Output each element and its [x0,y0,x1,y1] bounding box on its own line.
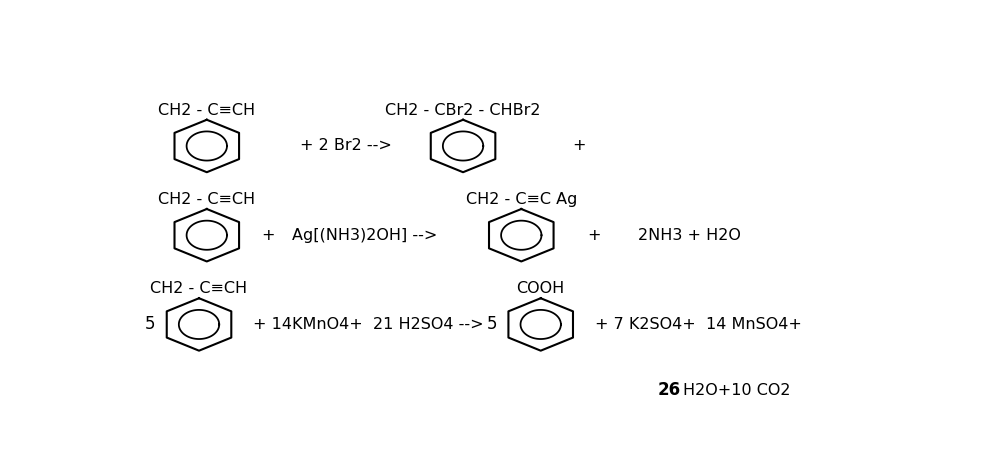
Text: 5: 5 [145,315,155,333]
Text: 5: 5 [487,315,497,333]
Text: +: + [587,228,601,243]
Text: +: + [572,139,585,154]
Text: + 2 Br2 -->: + 2 Br2 --> [300,139,392,154]
Text: + 7 K2SO4+  14 MnSO4+: + 7 K2SO4+ 14 MnSO4+ [595,317,802,332]
Text: CH2 - CBr2 - CHBr2: CH2 - CBr2 - CHBr2 [386,103,541,118]
Text: CH2 - C≡CH: CH2 - C≡CH [150,281,247,297]
Text: Ag[(NH3)2OH] -->: Ag[(NH3)2OH] --> [293,228,438,243]
Text: CH2 - C≡CH: CH2 - C≡CH [158,192,256,207]
Text: CH2 - C≡C Ag: CH2 - C≡C Ag [466,192,577,207]
Text: + 14KMnO4+  21 H2SO4 -->: + 14KMnO4+ 21 H2SO4 --> [254,317,484,332]
Text: CH2 - C≡CH: CH2 - C≡CH [158,103,256,118]
Text: COOH: COOH [517,281,565,297]
Text: 2NH3 + H2O: 2NH3 + H2O [637,228,740,243]
Text: H2O+10 CO2: H2O+10 CO2 [682,383,791,397]
Text: +: + [262,228,275,243]
Text: 26: 26 [657,381,680,399]
